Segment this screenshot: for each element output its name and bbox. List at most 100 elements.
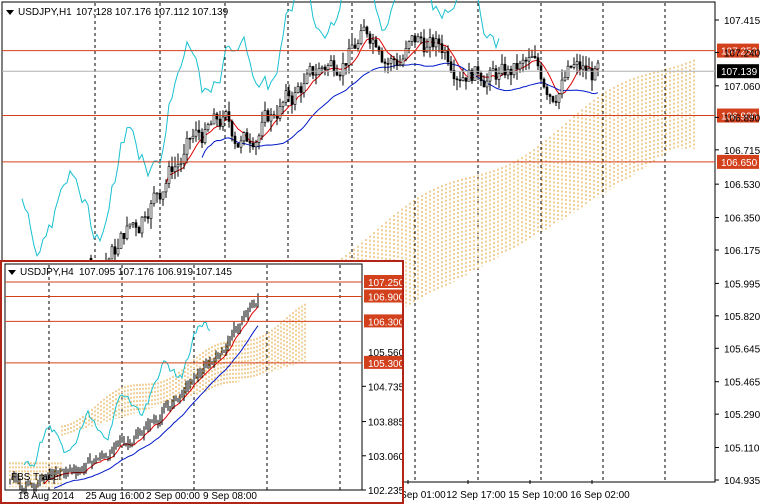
- candle-body: [461, 77, 465, 81]
- time-tick-label: 15 Sep 10:00: [508, 490, 568, 501]
- inset-price-tick-label: 104.735: [368, 382, 402, 393]
- candle-body: [551, 96, 555, 102]
- candle-body: [434, 38, 438, 48]
- candle-body: [395, 59, 399, 66]
- candle-body: [497, 73, 501, 80]
- candle-body: [593, 68, 597, 81]
- level-price-tag: [717, 108, 759, 123]
- candle-body: [500, 63, 504, 74]
- price-tick-label: 105.290: [724, 410, 760, 421]
- candle-body: [125, 225, 129, 239]
- candle-body: [557, 93, 561, 103]
- inset-price-tick-label: 103.885: [368, 418, 402, 429]
- current-price-label: 107.139: [721, 67, 758, 78]
- candle-body: [290, 95, 294, 105]
- inset-horizontal-levels: 107.250 106.900 106.300 105.300: [5, 275, 402, 370]
- candle-body: [542, 78, 546, 88]
- candle-body: [533, 55, 537, 59]
- candle-body: [503, 63, 507, 76]
- candle-body: [203, 129, 207, 144]
- price-tick-label: 106.175: [724, 246, 760, 257]
- candle-body: [458, 79, 462, 81]
- candle-body: [485, 80, 489, 88]
- candle-body: [449, 61, 453, 71]
- candle-body: [128, 223, 132, 227]
- candle-body: [539, 65, 543, 80]
- candle-body: [362, 26, 366, 32]
- candle-body: [521, 59, 525, 64]
- candle-body: [284, 90, 288, 103]
- candle-body: [491, 68, 495, 71]
- candle-body: [251, 142, 255, 148]
- inset-level-label: 105.300: [368, 359, 402, 370]
- candle-body: [197, 129, 201, 133]
- candle-body: [419, 36, 423, 39]
- candle-body: [563, 77, 567, 81]
- candle-body: [404, 48, 408, 60]
- candle-body: [185, 137, 189, 155]
- candle-body: [176, 163, 180, 168]
- candle-body: [347, 47, 351, 66]
- candle-body: [416, 36, 420, 43]
- candle-body: [578, 61, 582, 70]
- candle-body: [320, 66, 324, 69]
- candle-body: [155, 192, 159, 195]
- candle-body: [140, 216, 144, 234]
- price-tick-label: 105.820: [724, 312, 760, 323]
- inset-level-tag: [364, 355, 402, 369]
- candle-body: [455, 78, 459, 81]
- price-tick-label: 104.935: [724, 476, 760, 487]
- candle-body: [242, 132, 246, 142]
- candle-body: [584, 65, 588, 72]
- price-tick-label: 105.110: [724, 444, 760, 455]
- candle-body: [227, 111, 231, 122]
- candle-body: [581, 65, 585, 70]
- candle-body: [353, 44, 357, 49]
- main-header-symbol: USDJPY,H1: [18, 7, 72, 18]
- candle-body: [218, 118, 222, 127]
- inset-header-ohlc: 107.095 107.176 106.919 107.145: [79, 267, 232, 278]
- candle-body: [371, 39, 375, 44]
- candle-body: [356, 43, 360, 49]
- price-tick-label: 106.890: [724, 113, 760, 124]
- dropdown-triangle-icon[interactable]: [6, 10, 14, 15]
- candle-body: [437, 38, 441, 44]
- candle-body: [113, 246, 117, 255]
- candle-body: [239, 140, 243, 148]
- inset-dropdown-triangle-icon[interactable]: [8, 270, 16, 275]
- candle-body: [257, 135, 261, 143]
- inset-vertical-gridlines: [48, 265, 341, 490]
- candle-body: [158, 192, 162, 200]
- candle-body: [464, 77, 468, 82]
- candle-body: [119, 232, 123, 249]
- price-tick-label: 105.645: [724, 344, 760, 355]
- price-tick-label: 105.995: [724, 279, 760, 290]
- price-tick-label: 106.715: [724, 146, 760, 157]
- candle-body: [506, 68, 510, 76]
- candle-body: [470, 69, 474, 81]
- candle-body: [590, 68, 594, 81]
- inset-time-tick-label: 9 Sep 08:00: [203, 491, 257, 502]
- candle-body: [560, 79, 564, 95]
- candle-body: [143, 216, 147, 218]
- level-price-tag: [717, 154, 759, 169]
- candle-body: [392, 58, 396, 61]
- candle-body: [170, 166, 174, 172]
- candle-body: [149, 203, 153, 219]
- time-tick-label: 16 Sep 02:00: [570, 490, 630, 501]
- inset-time-axis: 18 Aug 2014 25 Aug 16:00 2 Sep 00:00 9 Sep …: [18, 491, 257, 502]
- candle-body: [302, 83, 306, 93]
- candle-body: [116, 248, 120, 255]
- inset-chart-panel: 107.250 106.900 106.300 105.300 104.735 103.…: [0, 260, 404, 504]
- candle-body: [206, 124, 210, 130]
- candle-body: [248, 141, 252, 144]
- candle-body: [389, 58, 393, 64]
- candle-body: [224, 111, 228, 118]
- candle-body: [368, 33, 372, 44]
- candle-body: [335, 71, 339, 76]
- candle-body: [431, 37, 435, 48]
- candle-body: [575, 61, 579, 66]
- inset-candlesticks: [9, 293, 259, 494]
- candle-body: [536, 57, 540, 67]
- candle-body: [161, 191, 165, 200]
